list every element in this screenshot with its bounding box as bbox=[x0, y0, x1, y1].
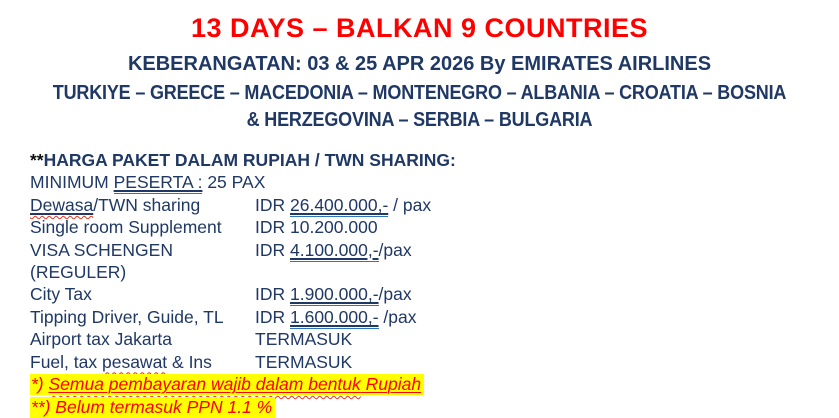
departure-subtitle: KEBERANGATAN: 03 & 25 APR 2026 By EMIRAT… bbox=[127, 53, 712, 75]
price-list: **HARGA PAKET DALAM RUPIAH / TWN SHARING… bbox=[30, 149, 839, 373]
minimum-pax-line: MINIMUM PESERTA : 25 PAX bbox=[30, 171, 839, 195]
price-row-tipping: Tipping Driver, Guide, TL IDR 1.600.000,-… bbox=[30, 306, 839, 329]
highlighted-text: **) Belum termasuk PPN 1.1 % bbox=[30, 396, 276, 418]
price-row-label: City Tax bbox=[30, 284, 92, 305]
heading-text: HARGA PAKET DALAM RUPIAH / TWN SHARING: bbox=[43, 150, 456, 170]
price-row-label: Tipping Driver, Guide, TL bbox=[30, 306, 224, 327]
price-row-value: IDR 1.600.000,- /pax bbox=[255, 306, 417, 329]
minimum-value: 25 PAX bbox=[202, 172, 266, 193]
price-row-value: IDR 26.400.000,- / pax bbox=[255, 194, 432, 217]
price-row-single-room: Single room Supplement IDR 10.200.000 bbox=[30, 216, 839, 238]
footnote-rupiah: *) Semua pembayaran wajib dalam bentuk R… bbox=[30, 373, 839, 396]
price-row-fuel: Fuel, tax pesawat & Ins TERMASUK bbox=[30, 351, 839, 373]
price-row-label: Fuel, tax pesawat & Ins bbox=[30, 351, 212, 372]
minimum-underlined: PESERTA : bbox=[113, 172, 203, 195]
price-row-label: Airport tax Jakarta bbox=[30, 329, 172, 350]
price-list-heading: **HARGA PAKET DALAM RUPIAH / TWN SHARING… bbox=[30, 149, 839, 171]
price-row-label: Single room Supplement bbox=[30, 217, 222, 238]
countries-line-1: TURKIYE – GREECE – MACEDONIA – MONTENEGR… bbox=[52, 82, 787, 104]
page-title: 13 DAYS – BALKAN 9 COUNTRIES bbox=[190, 13, 649, 43]
minimum-label: MINIMUM bbox=[30, 172, 114, 193]
price-row-visa: VISA SCHENGEN (REGULER) IDR 4.100.000,-/p… bbox=[30, 239, 839, 284]
footnote-ppn: **) Belum termasuk PPN 1.1 % bbox=[30, 396, 839, 418]
price-row-city-tax: City Tax IDR 1.900.000,-/pax bbox=[30, 283, 839, 307]
price-row-value: TERMASUK bbox=[255, 351, 353, 372]
document-page: 13 DAYS – BALKAN 9 COUNTRIES KEBERANGATA… bbox=[0, 11, 839, 418]
price-row-dewasa: Dewasa/TWN sharing IDR 26.400.000,- / pax bbox=[30, 194, 839, 217]
highlighted-text: *) Semua pembayaran wajib dalam bentuk R… bbox=[30, 374, 425, 396]
price-row-value: IDR 10.200.000 bbox=[255, 217, 378, 238]
price-row-value: IDR 4.100.000,-/pax bbox=[255, 239, 412, 262]
countries-list: TURKIYE – GREECE – MACEDONIA – MONTENEGR… bbox=[0, 80, 839, 134]
price-row-value: TERMASUK bbox=[255, 329, 353, 350]
countries-line-2: & HERZEGOVINA – SERBIA – BULGARIA bbox=[246, 109, 593, 131]
price-row-label: VISA SCHENGEN (REGULER) bbox=[30, 239, 173, 283]
price-row-label: Dewasa/TWN sharing bbox=[30, 194, 201, 215]
price-row-value: IDR 1.900.000,-/pax bbox=[255, 284, 412, 307]
price-row-airport-tax: Airport tax Jakarta TERMASUK bbox=[30, 328, 839, 350]
heading-asterisks: ** bbox=[30, 150, 44, 170]
